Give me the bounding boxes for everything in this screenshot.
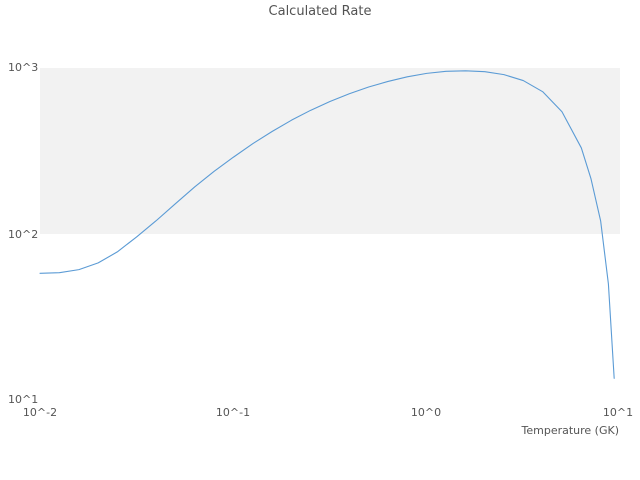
y-tick-1e1: 10^1 — [8, 393, 39, 406]
chart-title: Calculated Rate — [268, 4, 372, 19]
y-tick-1e2: 10^2 — [8, 228, 39, 241]
x-tick-1e1: 10^1 — [602, 406, 634, 419]
y-tick-1e3: 10^3 — [8, 61, 39, 74]
shaded-band — [40, 68, 620, 234]
x-axis-label: Temperature (GK) — [521, 424, 620, 437]
x-tick-1e-1: 10^-1 — [215, 406, 251, 419]
x-tick-1e0: 10^0 — [410, 406, 442, 419]
rate-curve — [39, 70, 615, 379]
x-tick-1e-2: 10^-2 — [22, 406, 58, 419]
